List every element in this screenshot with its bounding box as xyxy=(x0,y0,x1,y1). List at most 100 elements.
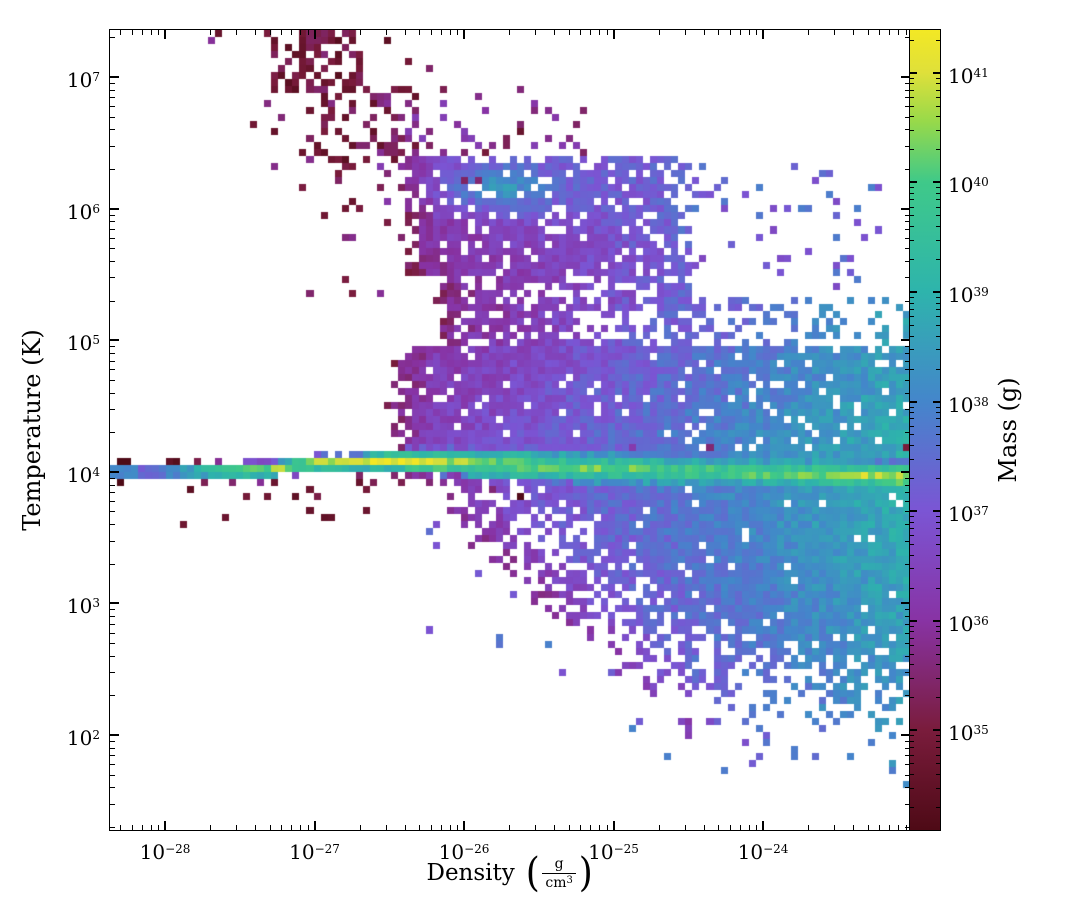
x-minor-tick-top xyxy=(404,30,406,35)
cbar-minor-tick-right xyxy=(936,215,940,217)
x-minor-tick xyxy=(718,825,720,830)
cbar-minor-tick xyxy=(910,130,914,132)
x-major-tick xyxy=(313,821,316,830)
x-minor-tick xyxy=(404,825,406,830)
cbar-minor-tick xyxy=(910,412,914,414)
y-minor-tick xyxy=(110,346,115,348)
y-minor-tick-right xyxy=(905,248,910,250)
x-minor-tick-top xyxy=(867,30,869,35)
y-minor-tick-right xyxy=(905,632,910,634)
cbar-minor-tick xyxy=(910,697,914,699)
cbar-minor-tick xyxy=(910,528,914,530)
y-major-tick-right xyxy=(901,339,910,342)
x-minor-tick-top xyxy=(554,30,556,35)
x-minor-tick-top xyxy=(131,30,133,35)
x-tick-label: 10−24 xyxy=(737,840,789,864)
cbar-minor-tick-right xyxy=(936,516,940,518)
x-minor-tick-top xyxy=(748,30,750,35)
y-tick-label: 105 xyxy=(66,331,100,356)
cbar-minor-tick xyxy=(910,77,914,79)
y-minor-tick xyxy=(110,116,115,118)
x-minor-tick-top xyxy=(599,30,601,35)
x-minor-tick xyxy=(141,825,143,830)
y-minor-tick-right xyxy=(905,540,910,542)
y-minor-tick-right xyxy=(905,83,910,84)
cbar-minor-tick-right xyxy=(936,625,940,627)
cbar-minor-tick xyxy=(910,677,914,679)
cbar-minor-tick-right xyxy=(936,735,940,737)
y-minor-tick xyxy=(110,741,115,742)
cbar-minor-tick xyxy=(910,478,914,480)
y-minor-tick xyxy=(110,642,115,644)
x-minor-tick-top xyxy=(703,30,705,35)
cbar-minor-tick-right xyxy=(936,187,940,189)
close-paren: ) xyxy=(578,850,593,896)
cbar-minor-tick xyxy=(910,544,914,546)
y-minor-tick xyxy=(110,352,115,354)
y-minor-tick xyxy=(110,477,115,479)
x-minor-tick-top xyxy=(756,30,758,35)
y-minor-tick-right xyxy=(905,524,910,526)
cbar-minor-tick-right xyxy=(936,754,940,756)
cbar-minor-tick-right xyxy=(936,644,940,646)
x-minor-tick xyxy=(568,825,570,830)
y-minor-tick xyxy=(110,540,115,542)
x-axis-title-word: Density xyxy=(426,860,515,886)
x-minor-tick xyxy=(440,825,442,830)
x-minor-tick xyxy=(158,825,160,830)
y-minor-tick-right xyxy=(905,237,910,239)
y-minor-tick xyxy=(110,228,115,230)
y-tick-label: 102 xyxy=(66,725,100,750)
x-minor-tick-top xyxy=(509,30,511,35)
x-minor-tick xyxy=(300,825,302,830)
x-major-tick xyxy=(612,821,615,830)
cbar-major-tick xyxy=(910,400,917,403)
cbar-minor-tick xyxy=(910,199,914,201)
y-major-tick xyxy=(110,733,119,736)
colorbar xyxy=(909,29,941,831)
cbar-major-tick-right xyxy=(933,729,940,732)
y-minor-tick-right xyxy=(905,228,910,230)
y-minor-tick-right xyxy=(905,352,910,354)
y-major-tick xyxy=(110,602,119,605)
x-minor-tick xyxy=(150,825,152,830)
x-minor-tick xyxy=(739,825,741,830)
x-minor-tick xyxy=(853,825,855,830)
cbar-major-tick-right xyxy=(933,290,940,293)
y-minor-tick xyxy=(110,168,115,170)
cbar-minor-tick xyxy=(910,97,914,99)
x-minor-tick-top xyxy=(291,30,293,35)
y-minor-tick xyxy=(110,787,115,789)
unit-denominator: cm3 xyxy=(545,874,573,891)
y-minor-tick xyxy=(110,484,115,486)
y-minor-tick-right xyxy=(905,97,910,99)
y-minor-tick-right xyxy=(905,826,910,828)
cbar-minor-tick xyxy=(910,192,914,194)
y-minor-tick xyxy=(110,511,115,513)
x-minor-tick xyxy=(756,825,758,830)
y-tick-label: 107 xyxy=(66,67,100,92)
y-minor-tick xyxy=(110,755,115,757)
x-tick-label: 10−27 xyxy=(289,840,340,864)
y-minor-tick xyxy=(110,300,115,302)
y-major-tick xyxy=(110,470,119,473)
x-minor-tick-top xyxy=(879,30,881,35)
cbar-minor-tick xyxy=(910,735,914,737)
cbar-minor-tick xyxy=(910,335,914,337)
x-minor-tick xyxy=(590,825,592,830)
x-tick-label: 10−28 xyxy=(139,840,191,864)
cbar-minor-tick xyxy=(910,349,914,351)
cbar-minor-tick-right xyxy=(936,83,940,85)
y-major-tick-right xyxy=(901,733,910,736)
cbar-minor-tick xyxy=(910,445,914,447)
cbar-minor-tick xyxy=(910,521,914,523)
phase-histogram-canvas xyxy=(110,30,910,830)
x-minor-tick-top xyxy=(898,30,900,35)
cbar-minor-tick-right xyxy=(936,39,940,41)
cbar-minor-tick xyxy=(910,316,914,318)
y-major-tick xyxy=(110,339,119,342)
cbar-minor-tick-right xyxy=(936,77,940,79)
y-minor-tick xyxy=(110,221,115,223)
y-minor-tick-right xyxy=(905,37,910,39)
cbar-minor-tick-right xyxy=(936,544,940,546)
